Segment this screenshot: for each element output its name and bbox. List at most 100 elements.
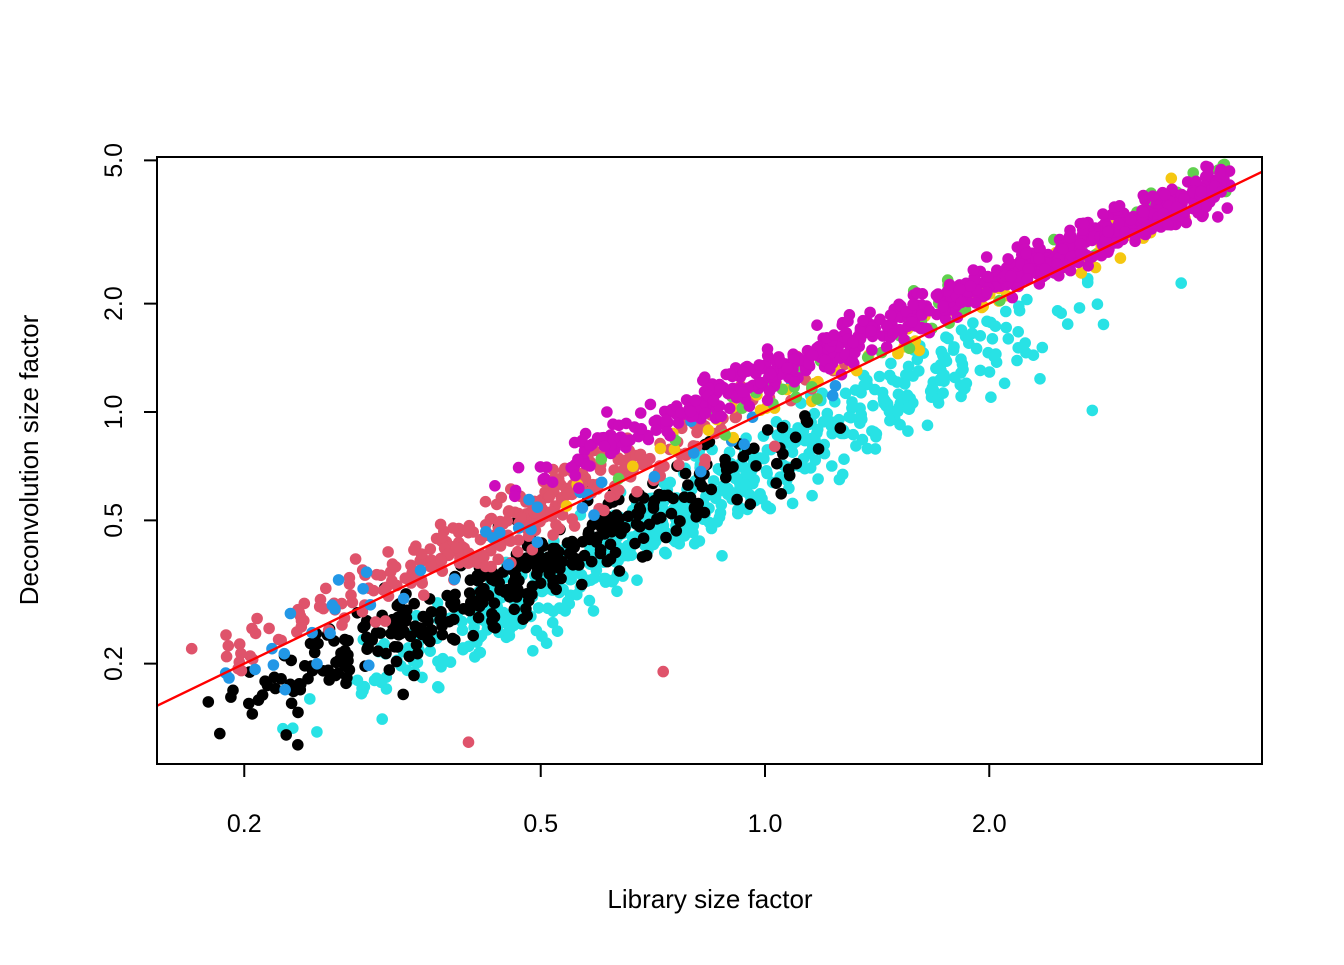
data-point-cluster-black	[292, 706, 304, 719]
data-point-cluster-black	[634, 520, 646, 533]
data-point-cluster-black	[670, 525, 683, 537]
data-point-cluster-magenta	[613, 419, 625, 432]
data-point-cluster-magenta	[573, 482, 585, 494]
data-point-cluster-cyan	[855, 408, 867, 421]
data-point-cluster-cyan	[948, 341, 960, 353]
data-point-cluster-magenta	[1074, 247, 1087, 259]
data-point-cluster-cyan	[583, 594, 596, 607]
data-point-cluster-blue	[278, 647, 291, 660]
data-point-cluster-magenta	[982, 270, 994, 283]
data-point-cluster-pink	[263, 622, 275, 635]
data-point-cluster-magenta	[620, 434, 632, 447]
data-point-cluster-magenta	[943, 278, 956, 291]
data-point-cluster-cyan	[497, 606, 510, 619]
data-point-cluster-magenta	[489, 480, 501, 492]
data-point-cluster-cyan	[1086, 404, 1099, 417]
data-point-cluster-cyan	[786, 497, 799, 510]
data-point-cluster-magenta	[540, 461, 553, 474]
data-point-cluster-magenta	[743, 400, 756, 413]
data-point-cluster-black	[467, 629, 480, 642]
data-point-cluster-cyan	[761, 467, 773, 480]
data-point-cluster-magenta	[806, 349, 819, 362]
data-point-cluster-cyan	[647, 538, 660, 551]
data-point-cluster-blue	[826, 389, 839, 402]
data-point-cluster-pink	[251, 612, 263, 625]
y-axis: 0.2 0.5 1.0 2.0 5.0	[100, 143, 157, 681]
data-point-cluster-cyan	[786, 446, 799, 459]
data-point-cluster-cyan	[809, 454, 822, 466]
data-point-cluster-black	[388, 641, 401, 653]
data-point-cluster-cyan	[433, 681, 445, 694]
data-point-cluster-blue	[648, 470, 661, 483]
data-point-cluster-black	[202, 696, 215, 708]
data-point-cluster-cyan	[948, 371, 961, 384]
data-point-cluster-magenta	[689, 394, 702, 407]
data-point-cluster-magenta	[634, 407, 647, 419]
data-point-cluster-pink	[450, 541, 463, 554]
data-point-cluster-pink	[479, 560, 492, 573]
data-point-cluster-blue	[502, 558, 515, 571]
data-point-cluster-pink	[382, 546, 394, 558]
data-point-cluster-pink	[515, 511, 527, 524]
data-point-cluster-cyan	[877, 392, 890, 405]
data-point-cluster-black	[517, 613, 529, 625]
data-point-cluster-black	[629, 537, 641, 550]
data-point-cluster-black	[342, 634, 354, 647]
data-point-cluster-pink	[434, 518, 447, 531]
data-point-cluster-pink	[435, 554, 448, 567]
data-point-cluster-black	[770, 477, 782, 490]
data-point-cluster-pink	[222, 640, 235, 652]
data-point-cluster-magenta	[1200, 160, 1212, 173]
data-point-cluster-pink	[418, 589, 430, 601]
data-point-cluster-magenta	[1095, 249, 1108, 262]
y-tick-label: 5.0	[100, 143, 128, 178]
data-point-cluster-magenta	[847, 336, 859, 349]
data-point-cluster-magenta	[930, 289, 943, 302]
data-point-cluster-magenta	[1162, 218, 1174, 231]
data-point-cluster-cyan	[825, 419, 837, 432]
data-point-cluster-blue	[311, 658, 323, 670]
data-point-cluster-cyan	[1073, 302, 1086, 314]
data-point-cluster-magenta	[967, 264, 980, 276]
data-point-cluster-cyan	[1011, 354, 1023, 367]
data-point-cluster-black	[472, 611, 485, 624]
data-point-cluster-magenta	[1022, 263, 1035, 275]
data-point-cluster-pink	[246, 622, 258, 635]
data-point-cluster-black	[610, 509, 623, 521]
data-point-cluster-pink	[386, 575, 398, 587]
data-point-cluster-cyan	[1013, 300, 1025, 313]
data-point-cluster-black	[782, 463, 795, 476]
data-point-cluster-cyan	[475, 630, 488, 642]
data-point-cluster-magenta	[1178, 193, 1190, 205]
data-point-cluster-black	[383, 664, 396, 676]
data-point-cluster-cyan	[474, 646, 487, 659]
data-point-cluster-magenta	[572, 453, 584, 466]
data-point-cluster-gold	[1114, 252, 1127, 264]
data-point-cluster-cyan	[846, 396, 858, 408]
data-point-cluster-cyan	[806, 489, 818, 502]
data-point-cluster-magenta	[1137, 206, 1150, 218]
data-point-cluster-black	[761, 424, 774, 436]
data-point-cluster-magenta	[866, 344, 878, 356]
data-point-cluster-magenta	[905, 316, 918, 328]
x-axis: 0.2 0.5 1.0 2.0	[227, 764, 1007, 838]
data-point-cluster-magenta	[697, 374, 709, 387]
data-point-cluster-cyan	[891, 376, 903, 388]
y-tick-label: 2.0	[100, 286, 128, 321]
data-point-cluster-pink	[598, 504, 610, 517]
data-point-cluster-magenta	[1039, 263, 1051, 275]
y-tick-label: 0.5	[100, 503, 128, 538]
data-point-cluster-pink	[511, 545, 524, 558]
data-point-cluster-magenta	[887, 328, 899, 340]
data-point-cluster-pink	[295, 621, 308, 633]
data-point-cluster-cyan	[907, 370, 919, 382]
data-point-cluster-cyan	[901, 389, 914, 402]
data-point-cluster-cyan	[812, 473, 824, 485]
data-point-cluster-cyan	[957, 363, 969, 376]
data-point-cluster-cyan	[660, 547, 672, 560]
data-point-cluster-black	[660, 531, 672, 544]
data-point-cluster-black	[615, 526, 627, 539]
data-point-cluster-cyan	[437, 652, 449, 665]
data-point-cluster-blue	[284, 607, 297, 620]
data-point-cluster-blue	[332, 574, 345, 586]
